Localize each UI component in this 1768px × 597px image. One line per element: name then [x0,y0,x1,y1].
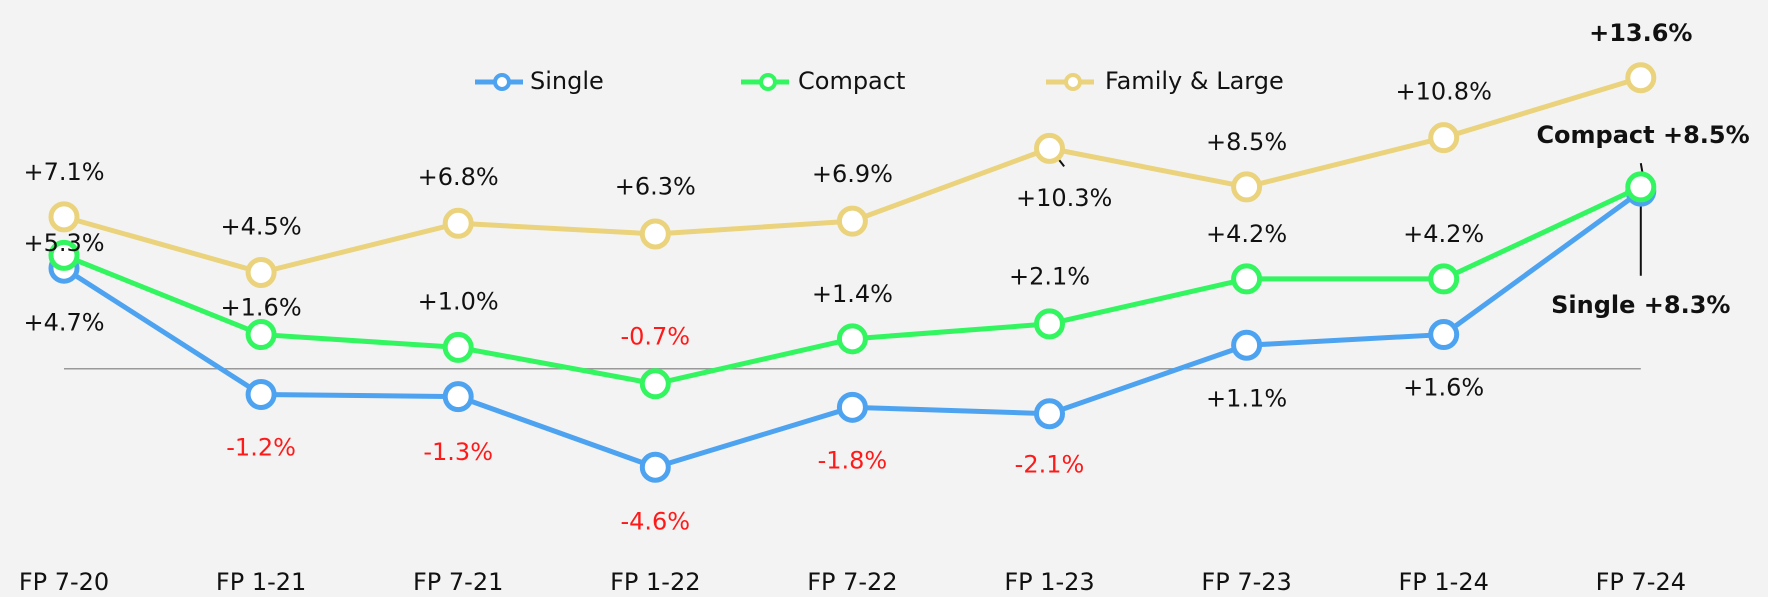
legend-marker [759,73,777,91]
data-label: +2.1% [1009,263,1090,291]
data-label: +13.6% [1589,19,1692,47]
x-tick-label: FP 7-24 [1596,568,1686,596]
point [1428,319,1460,351]
point [836,323,868,355]
x-tick-label: FP 1-22 [610,568,700,596]
data-label: -4.6% [620,507,690,535]
point [639,218,671,250]
data-label: -1.3% [423,438,493,466]
legend-label: Family & Large [1105,67,1284,95]
data-label: -0.7% [620,323,690,351]
data-label: +4.2% [1403,220,1484,248]
data-label: +6.8% [418,163,499,191]
x-tick-label: FP 7-22 [807,568,897,596]
legend-marker [1064,73,1082,91]
point [48,201,80,233]
point [1231,263,1263,295]
point [1428,263,1460,295]
x-tick-label: FP 1-21 [216,568,306,596]
point [245,319,277,351]
data-label: +1.4% [812,280,893,308]
point [1034,308,1065,340]
data-label: +4.5% [221,212,302,240]
point [836,205,868,237]
point [442,207,474,239]
x-tick-label: FP 1-23 [1004,568,1094,596]
legend-label: Compact [798,67,905,95]
data-label: +7.1% [23,158,104,186]
point [1428,122,1460,154]
point [1625,62,1657,94]
point [442,331,474,363]
point [1625,171,1657,203]
point [48,239,80,271]
data-label: +1.0% [418,287,499,315]
x-tick-label: FP 7-21 [413,568,503,596]
data-label: +10.8% [1396,78,1492,106]
point [245,257,277,288]
data-label: Compact +8.5% [1536,121,1749,149]
legend-label: Single [530,67,604,95]
point [1034,132,1065,164]
data-label: +1.6% [1403,374,1484,402]
point [1231,171,1263,203]
point [442,381,474,413]
x-tick-label: FP 1-24 [1399,568,1489,596]
data-label: +1.6% [221,294,302,322]
data-label: +6.3% [615,173,696,201]
data-label: -1.2% [226,434,296,462]
x-tick-label: FP 7-23 [1201,568,1291,596]
data-label: +5.3% [23,229,104,257]
point [1034,398,1065,430]
point [1231,329,1263,361]
data-label: -2.1% [1015,451,1085,479]
data-label: +1.1% [1206,384,1287,412]
point [639,451,671,483]
data-label: +4.7% [23,308,104,336]
data-label: Single +8.3% [1551,291,1730,319]
legend-marker [493,73,511,91]
point [639,368,671,400]
data-label: +4.2% [1206,220,1287,248]
point [836,391,868,423]
data-label: -1.8% [818,446,888,474]
point [245,378,277,410]
data-label: +8.5% [1206,128,1287,156]
x-tick-label: FP 7-20 [19,568,109,596]
data-label: +6.9% [812,160,893,188]
data-label: +10.3% [1016,184,1112,212]
